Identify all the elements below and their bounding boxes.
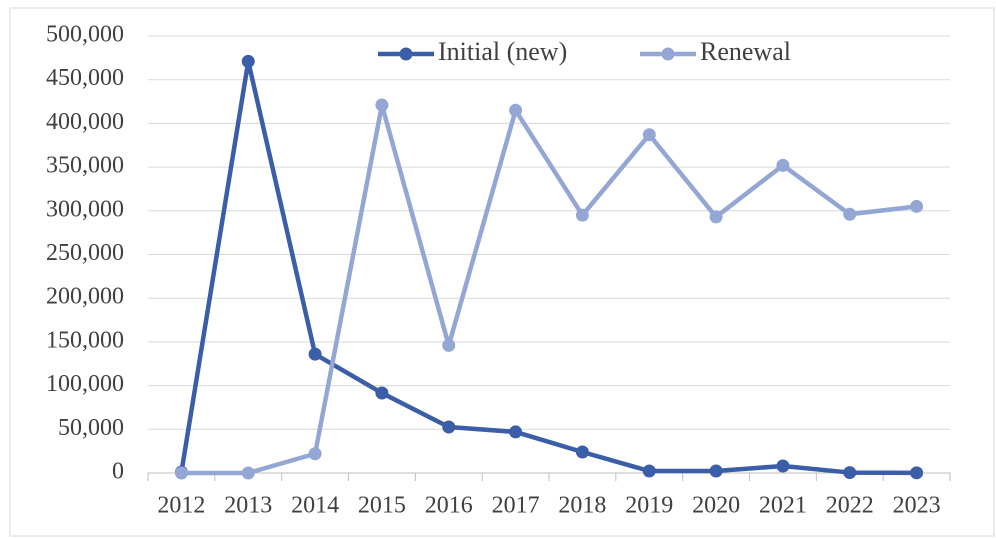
chart-frame [9,7,995,537]
x-tick-label: 2015 [358,493,406,519]
data-point [241,466,255,480]
legend-marker [661,47,675,61]
data-point [509,425,523,439]
data-point [575,208,589,222]
data-point [910,199,924,213]
y-tick-label: 200,000 [46,284,124,310]
data-point [843,466,857,480]
data-point [375,98,389,112]
data-point [308,347,322,361]
y-tick-label: 50,000 [58,415,124,441]
data-point [241,54,255,68]
x-tick-label: 2022 [826,493,874,519]
x-tick-label: 2018 [558,493,606,519]
x-tick-label: 2012 [157,493,205,519]
data-point [910,466,924,480]
y-tick-label: 250,000 [46,240,124,266]
y-tick-label: 300,000 [46,196,124,222]
x-tick-label: 2019 [625,493,673,519]
data-point [709,210,723,224]
data-point [642,464,656,478]
data-point [776,158,790,172]
x-tick-label: 2021 [759,493,807,519]
legend-marker [399,47,413,61]
data-point [308,447,322,461]
data-point [442,338,456,352]
data-point [442,420,456,434]
data-point [642,128,656,142]
y-tick-label: 500,000 [46,22,124,48]
data-point [575,445,589,459]
y-tick-label: 150,000 [46,327,124,353]
data-point [509,103,523,117]
data-point [709,464,723,478]
x-tick-label: 2016 [425,493,473,519]
y-tick-label: 450,000 [46,65,124,91]
data-point [375,386,389,400]
x-tick-label: 2017 [492,493,540,519]
x-tick-label: 2014 [291,493,339,519]
x-tick-label: 2013 [224,493,272,519]
series-line [181,102,917,476]
y-tick-label: 0 [112,459,124,485]
y-tick-label: 400,000 [46,109,124,135]
data-point [843,207,857,221]
legend-label: Renewal [700,37,791,66]
legend-label: Initial (new) [438,37,567,66]
data-point [174,466,188,480]
x-tick-label: 2023 [893,493,941,519]
x-tick-label: 2020 [692,493,740,519]
y-tick-label: 100,000 [46,371,124,397]
series-line [179,59,917,476]
data-point [776,459,790,473]
y-tick-label: 350,000 [46,153,124,179]
